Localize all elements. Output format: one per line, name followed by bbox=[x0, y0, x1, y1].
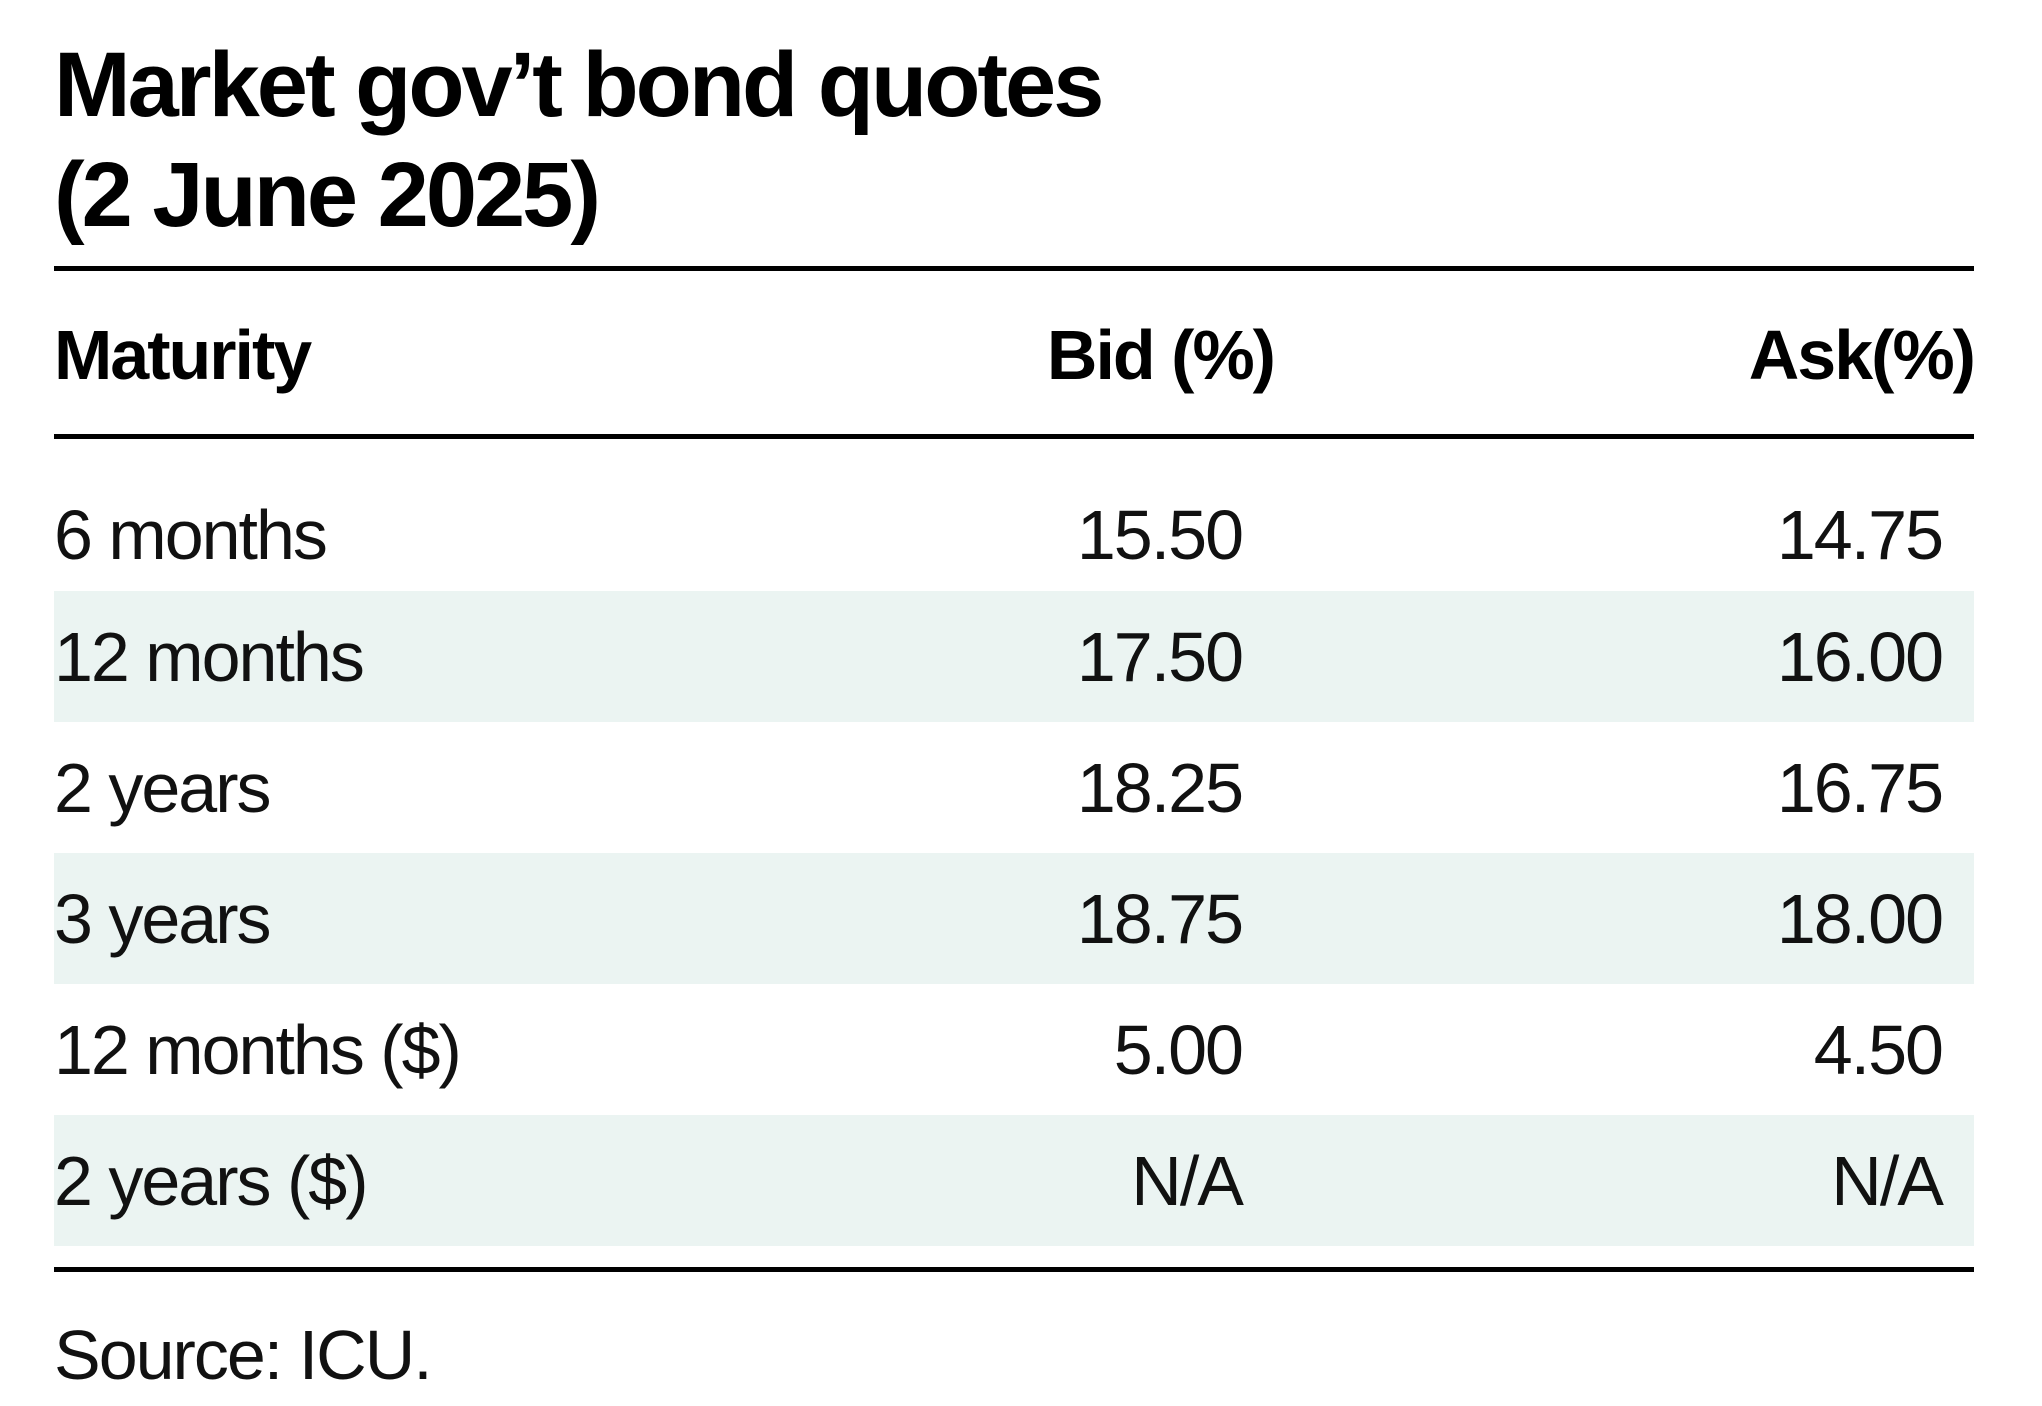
bid-cell: 15.50 bbox=[1076, 495, 1244, 574]
bid-cell: 18.25 bbox=[1076, 748, 1244, 827]
maturity-cell: 2 years ($) bbox=[54, 1141, 369, 1220]
maturity-cell: 2 years bbox=[54, 748, 272, 827]
top-rule bbox=[54, 266, 1974, 271]
maturity-cell: 12 months bbox=[54, 617, 365, 696]
bid-cell: 18.75 bbox=[1076, 879, 1244, 958]
header-bid: Bid (%) bbox=[1046, 316, 1276, 394]
ask-cell: 4.50 bbox=[1813, 1010, 1944, 1089]
bid-cell: 17.50 bbox=[1076, 617, 1244, 696]
title-line-2: (2 June 2025) bbox=[54, 144, 601, 246]
table-row: 2 years ($) N/A N/A bbox=[54, 1115, 1974, 1246]
table-row: 3 years 18.75 18.00 bbox=[54, 853, 1974, 984]
bid-cell: 5.00 bbox=[1113, 1010, 1244, 1089]
maturity-cell: 3 years bbox=[54, 879, 272, 958]
ask-cell: 16.75 bbox=[1776, 748, 1944, 827]
bottom-rule bbox=[54, 1267, 1974, 1272]
table-row: 2 years 18.25 16.75 bbox=[54, 722, 1974, 853]
ask-cell: N/A bbox=[1831, 1141, 1944, 1220]
bid-cell: N/A bbox=[1131, 1141, 1244, 1220]
title-line-1: Market gov’t bond quotes bbox=[54, 34, 1104, 136]
ask-cell: 16.00 bbox=[1776, 617, 1944, 696]
table-row: 6 months 15.50 14.75 bbox=[54, 478, 1974, 591]
ask-cell: 18.00 bbox=[1776, 879, 1944, 958]
table-header: Maturity Bid (%) Ask(%) bbox=[54, 300, 1976, 420]
header-maturity: Maturity bbox=[54, 316, 312, 394]
table-row: 12 months 17.50 16.00 bbox=[54, 591, 1974, 722]
ask-cell: 14.75 bbox=[1776, 495, 1944, 574]
maturity-cell: 6 months bbox=[54, 495, 328, 574]
header-rule bbox=[54, 434, 1974, 439]
source-note: Source: ICU. bbox=[54, 1316, 433, 1394]
header-ask: Ask(%) bbox=[1748, 316, 1976, 394]
maturity-cell: 12 months ($) bbox=[54, 1010, 462, 1089]
table-title: Market gov’t bond quotes (2 June 2025) bbox=[54, 30, 1104, 250]
table-body: 6 months 15.50 14.75 12 months 17.50 16.… bbox=[54, 478, 1974, 1246]
table-row: 12 months ($) 5.00 4.50 bbox=[54, 984, 1974, 1115]
